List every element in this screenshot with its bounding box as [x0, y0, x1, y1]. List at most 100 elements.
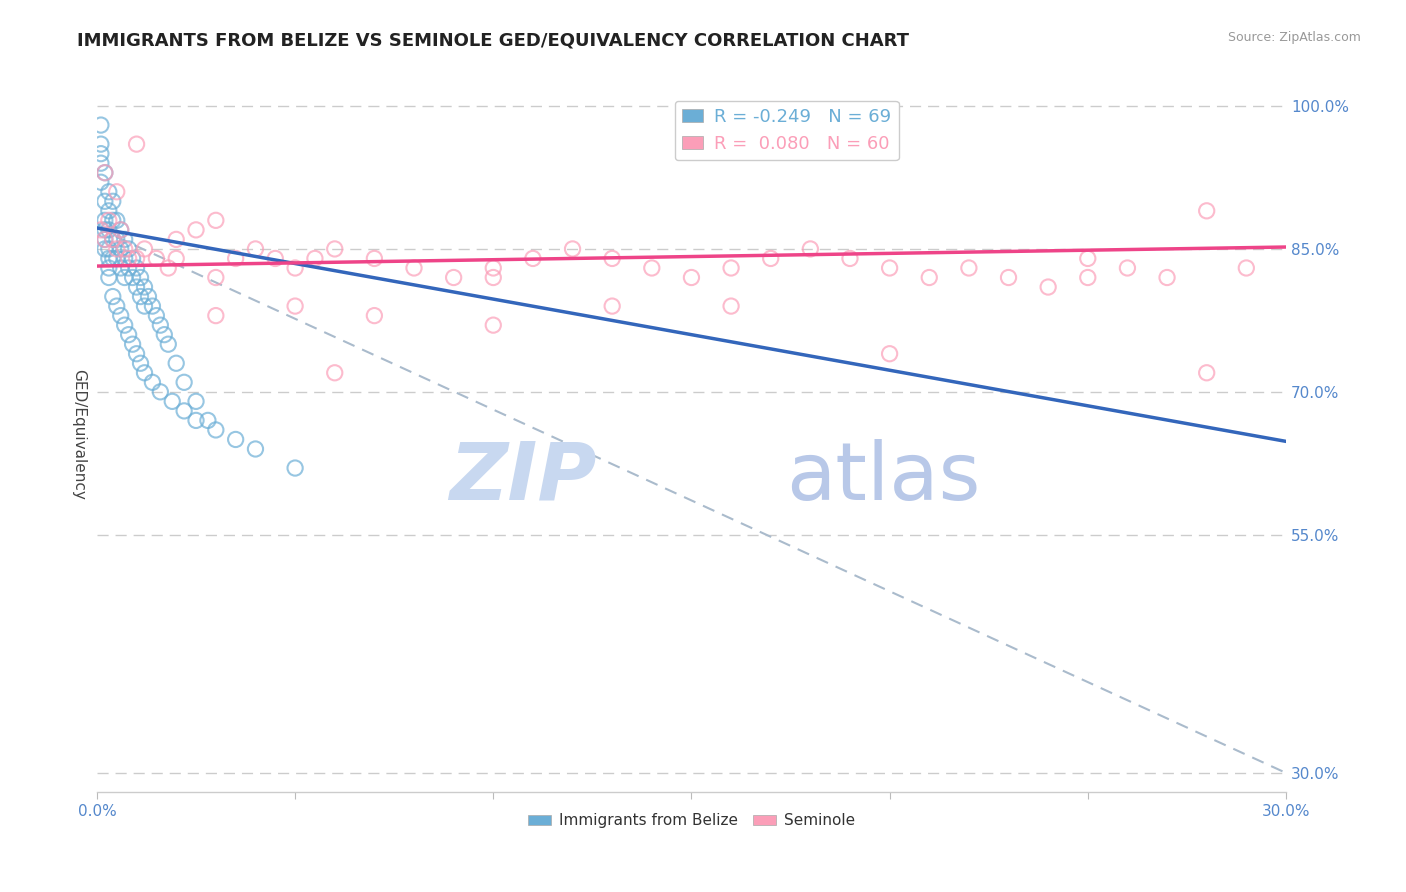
- Point: [997, 270, 1019, 285]
- Point: [97, 223, 120, 237]
- Point: [97, 260, 120, 275]
- Point: [157, 260, 180, 275]
- Point: [101, 252, 124, 266]
- Point: [284, 299, 307, 313]
- Point: [97, 213, 120, 227]
- Point: [561, 242, 583, 256]
- Point: [141, 376, 163, 390]
- Point: [90, 146, 112, 161]
- Point: [94, 166, 117, 180]
- Point: [720, 260, 742, 275]
- Point: [94, 194, 117, 209]
- Point: [918, 270, 941, 285]
- Point: [129, 289, 152, 303]
- Point: [205, 423, 228, 437]
- Point: [145, 309, 167, 323]
- Point: [101, 213, 124, 227]
- Point: [94, 213, 117, 227]
- Point: [90, 175, 112, 189]
- Point: [94, 223, 117, 237]
- Point: [94, 166, 117, 180]
- Point: [97, 270, 120, 285]
- Point: [114, 242, 136, 256]
- Point: [759, 252, 782, 266]
- Point: [90, 223, 112, 237]
- Point: [799, 242, 821, 256]
- Point: [90, 156, 112, 170]
- Point: [600, 252, 623, 266]
- Point: [323, 242, 346, 256]
- Point: [125, 260, 148, 275]
- Point: [101, 194, 124, 209]
- Point: [110, 242, 132, 256]
- Point: [121, 270, 143, 285]
- Point: [149, 318, 172, 333]
- Point: [205, 213, 228, 227]
- Point: [173, 404, 195, 418]
- Point: [184, 394, 207, 409]
- Point: [105, 299, 128, 313]
- Point: [165, 356, 187, 370]
- Point: [522, 252, 544, 266]
- Point: [101, 232, 124, 246]
- Point: [114, 232, 136, 246]
- Point: [97, 203, 120, 218]
- Point: [105, 185, 128, 199]
- Point: [165, 252, 187, 266]
- Point: [90, 118, 112, 132]
- Point: [165, 232, 187, 246]
- Point: [600, 299, 623, 313]
- Point: [145, 252, 167, 266]
- Point: [114, 252, 136, 266]
- Point: [363, 252, 385, 266]
- Point: [1234, 260, 1257, 275]
- Point: [117, 327, 139, 342]
- Legend: Immigrants from Belize, Seminole: Immigrants from Belize, Seminole: [522, 807, 860, 834]
- Point: [225, 252, 247, 266]
- Point: [121, 252, 143, 266]
- Point: [134, 299, 156, 313]
- Point: [117, 242, 139, 256]
- Point: [482, 260, 505, 275]
- Point: [121, 337, 143, 351]
- Point: [114, 318, 136, 333]
- Point: [138, 289, 160, 303]
- Point: [134, 242, 156, 256]
- Point: [125, 347, 148, 361]
- Point: [184, 223, 207, 237]
- Point: [105, 232, 128, 246]
- Point: [157, 337, 180, 351]
- Point: [117, 252, 139, 266]
- Point: [141, 299, 163, 313]
- Point: [125, 280, 148, 294]
- Point: [110, 309, 132, 323]
- Point: [101, 232, 124, 246]
- Point: [245, 442, 267, 456]
- Point: [110, 223, 132, 237]
- Point: [720, 299, 742, 313]
- Point: [110, 260, 132, 275]
- Point: [97, 185, 120, 199]
- Point: [304, 252, 326, 266]
- Point: [205, 309, 228, 323]
- Point: [1156, 270, 1178, 285]
- Point: [94, 232, 117, 246]
- Point: [363, 309, 385, 323]
- Point: [90, 137, 112, 152]
- Point: [105, 242, 128, 256]
- Point: [482, 270, 505, 285]
- Point: [105, 213, 128, 227]
- Point: [1116, 260, 1139, 275]
- Text: IMMIGRANTS FROM BELIZE VS SEMINOLE GED/EQUIVALENCY CORRELATION CHART: IMMIGRANTS FROM BELIZE VS SEMINOLE GED/E…: [77, 31, 910, 49]
- Point: [97, 242, 120, 256]
- Point: [105, 252, 128, 266]
- Point: [641, 260, 664, 275]
- Y-axis label: GED/Equivalency: GED/Equivalency: [72, 369, 86, 500]
- Point: [1077, 270, 1099, 285]
- Point: [957, 260, 980, 275]
- Point: [879, 260, 901, 275]
- Point: [134, 366, 156, 380]
- Point: [1195, 366, 1218, 380]
- Point: [225, 433, 247, 447]
- Text: ZIP: ZIP: [449, 439, 596, 516]
